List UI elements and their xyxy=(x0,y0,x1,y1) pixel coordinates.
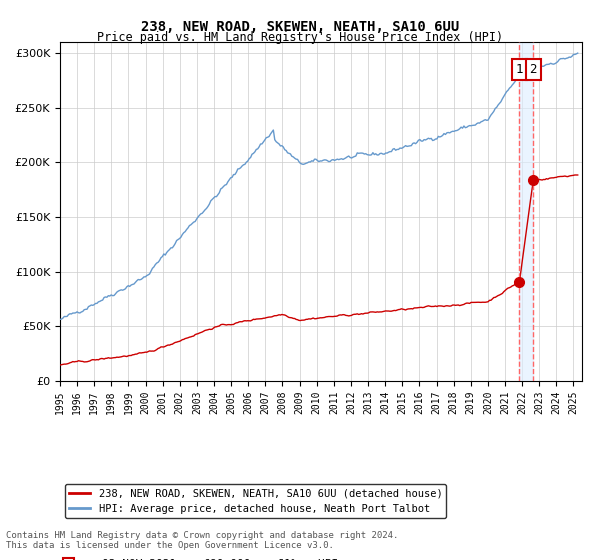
Legend: 238, NEW ROAD, SKEWEN, NEATH, SA10 6UU (detached house), HPI: Average price, det: 238, NEW ROAD, SKEWEN, NEATH, SA10 6UU (… xyxy=(65,484,446,518)
Text: 1: 1 xyxy=(515,63,523,76)
Text: Price paid vs. HM Land Registry's House Price Index (HPI): Price paid vs. HM Land Registry's House … xyxy=(97,31,503,44)
Bar xyxy=(520,42,533,381)
Text: Contains HM Land Registry data © Crown copyright and database right 2024.
This d: Contains HM Land Registry data © Crown c… xyxy=(6,530,398,550)
Text: 02-NOV-2021    £90,000    61% ↓ HPI: 02-NOV-2021 £90,000 61% ↓ HPI xyxy=(102,559,338,560)
Text: 2: 2 xyxy=(529,63,537,76)
Text: 238, NEW ROAD, SKEWEN, NEATH, SA10 6UU: 238, NEW ROAD, SKEWEN, NEATH, SA10 6UU xyxy=(141,20,459,34)
